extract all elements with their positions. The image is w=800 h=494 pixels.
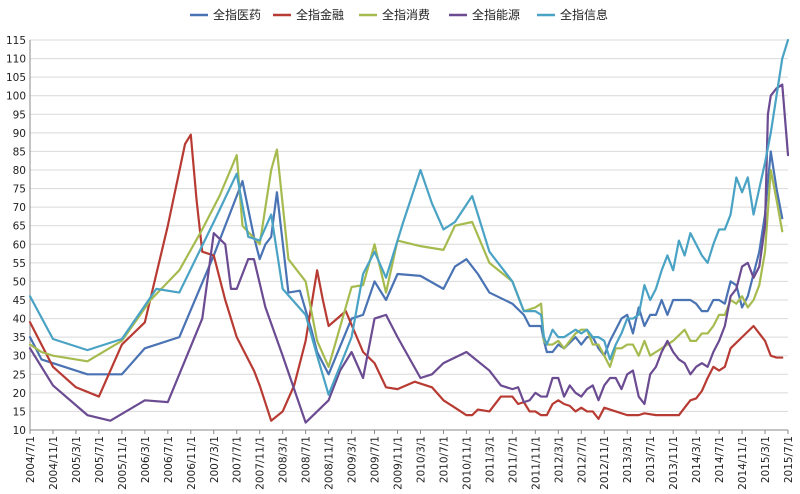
y-tick-label: 65	[13, 221, 26, 233]
series-line-3	[28, 148, 784, 368]
y-tick-label: 25	[13, 369, 26, 381]
y-tick-label: 45	[13, 295, 26, 307]
legend-label: 全指医药	[213, 7, 261, 22]
series-line-1	[28, 150, 784, 376]
y-tick-label: 95	[13, 109, 26, 121]
legend-label: 全指能源	[472, 7, 520, 22]
chart-legend: 全指医药 全指金融 全指消费 全指能源 全指信息	[190, 7, 608, 22]
x-tick-label: 2015/3/1	[760, 436, 772, 483]
x-tick-label: 2015/7/1	[783, 436, 795, 483]
y-tick-label: 10	[13, 425, 26, 437]
series-line-2	[28, 133, 784, 422]
y-axis: 10 15 20 25 30 35 40 45 50 55 60 65 70 75 80 85 90 95 100 1…	[6, 35, 31, 437]
y-tick-label: 90	[13, 128, 26, 140]
chart-series	[28, 38, 790, 424]
y-tick-label: 100	[6, 91, 26, 103]
y-tick-label: 55	[13, 258, 26, 270]
y-tick-label: 30	[13, 351, 26, 363]
x-tick-label: 2012/3/1	[553, 436, 565, 483]
y-tick-label: 105	[6, 72, 26, 84]
y-tick-label: 115	[6, 35, 26, 47]
x-axis: 2004/7/1 2004/11/1 2005/3/1 2005/7/1 2005/11…	[25, 429, 795, 490]
y-tick-label: 40	[13, 314, 26, 326]
x-tick-label: 2007/3/1	[209, 436, 221, 483]
x-tick-label: 2011/3/1	[484, 436, 496, 483]
legend-label: 全指消费	[382, 7, 430, 22]
x-tick-label: 2008/11/1	[324, 436, 336, 490]
x-tick-label: 2014/3/1	[691, 436, 703, 483]
x-tick-label: 2007/7/1	[232, 436, 244, 483]
y-tick-label: 110	[6, 54, 26, 66]
y-tick-label: 80	[13, 165, 26, 177]
legend-label: 全指信息	[560, 7, 608, 22]
x-tick-label: 2013/3/1	[622, 436, 634, 483]
x-tick-label: 2011/11/1	[530, 436, 542, 490]
x-tick-label: 2005/11/1	[117, 436, 129, 490]
x-tick-label: 2004/7/1	[25, 436, 37, 483]
x-tick-label: 2014/7/1	[714, 436, 726, 483]
y-tick-label: 70	[13, 202, 26, 214]
series-line-5	[28, 38, 790, 396]
x-tick-label: 2012/7/1	[576, 436, 588, 483]
x-tick-label: 2006/3/1	[140, 436, 152, 483]
x-tick-label: 2006/11/1	[186, 436, 198, 490]
x-tick-label: 2013/7/1	[645, 436, 657, 483]
x-tick-label: 2011/7/1	[507, 436, 519, 483]
x-tick-label: 2013/11/1	[668, 436, 680, 490]
chart-grid	[30, 39, 788, 431]
series-line-4	[28, 83, 790, 424]
x-tick-label: 2010/11/1	[461, 436, 473, 490]
x-tick-label: 2005/3/1	[71, 436, 83, 483]
x-tick-label: 2009/3/1	[347, 436, 359, 483]
x-tick-label: 2007/11/1	[255, 436, 267, 490]
x-tick-label: 2004/11/1	[48, 436, 60, 490]
x-tick-label: 2008/7/1	[301, 436, 313, 483]
y-tick-label: 50	[13, 276, 26, 288]
x-tick-label: 2009/7/1	[370, 436, 382, 483]
x-tick-label: 2008/3/1	[278, 436, 290, 483]
x-tick-label: 2010/3/1	[415, 436, 427, 483]
x-tick-label: 2006/7/1	[163, 436, 175, 483]
y-tick-label: 75	[13, 184, 26, 196]
x-tick-label: 2012/11/1	[599, 436, 611, 490]
x-tick-label: 2009/11/1	[393, 436, 405, 490]
y-tick-label: 15	[13, 406, 26, 418]
y-tick-label: 20	[13, 388, 26, 400]
x-tick-label: 2014/11/1	[737, 436, 749, 490]
x-tick-label: 2005/7/1	[94, 436, 106, 483]
y-tick-label: 60	[13, 239, 26, 251]
y-tick-label: 35	[13, 332, 26, 344]
y-tick-label: 85	[13, 146, 26, 158]
legend-label: 全指金融	[296, 7, 344, 22]
x-tick-label: 2010/7/1	[438, 436, 450, 483]
